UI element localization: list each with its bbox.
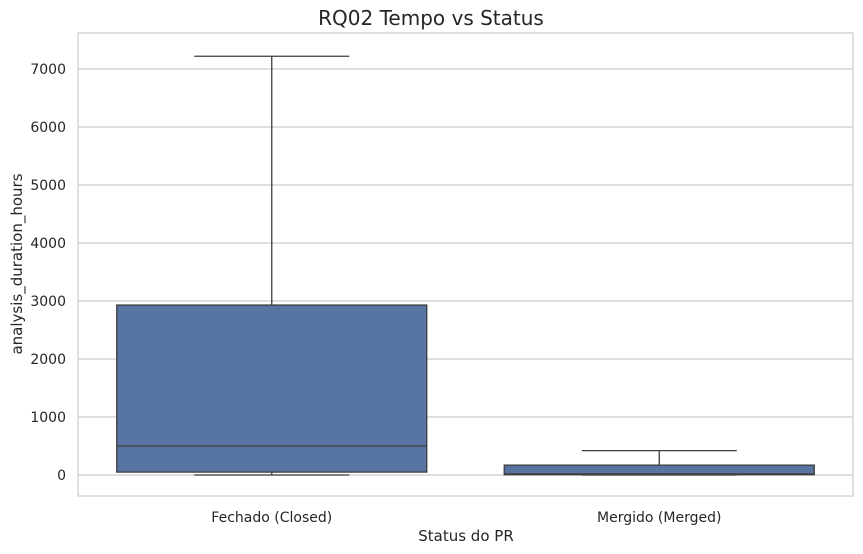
y-tick-label: 4000 <box>30 236 66 252</box>
x-tick-label: Mergido (Merged) <box>597 510 721 526</box>
y-tick-label: 0 <box>57 468 66 484</box>
x-axis-label: Status do PR <box>418 527 514 545</box>
y-axis-label: analysis_duration_hours <box>8 173 27 354</box>
x-tick-label: Fechado (Closed) <box>211 510 332 526</box>
y-tick-label: 6000 <box>30 120 66 136</box>
y-tick-label: 7000 <box>30 62 66 78</box>
box-1 <box>503 449 815 476</box>
y-tick-label: 3000 <box>30 294 66 310</box>
box-0 <box>116 55 428 476</box>
y-tick-label: 1000 <box>30 410 66 426</box>
iqr-box <box>116 304 428 473</box>
x-tick-labels: Fechado (Closed) Mergido (Merged) <box>211 510 721 526</box>
y-tick-label: 2000 <box>30 352 66 368</box>
iqr-box <box>503 464 815 476</box>
chart-title: RQ02 Tempo vs Status <box>318 6 544 30</box>
boxes-group <box>116 55 815 476</box>
y-tick-labels: 0 1000 2000 3000 4000 5000 6000 7000 <box>30 62 66 484</box>
y-tick-label: 5000 <box>30 178 66 194</box>
